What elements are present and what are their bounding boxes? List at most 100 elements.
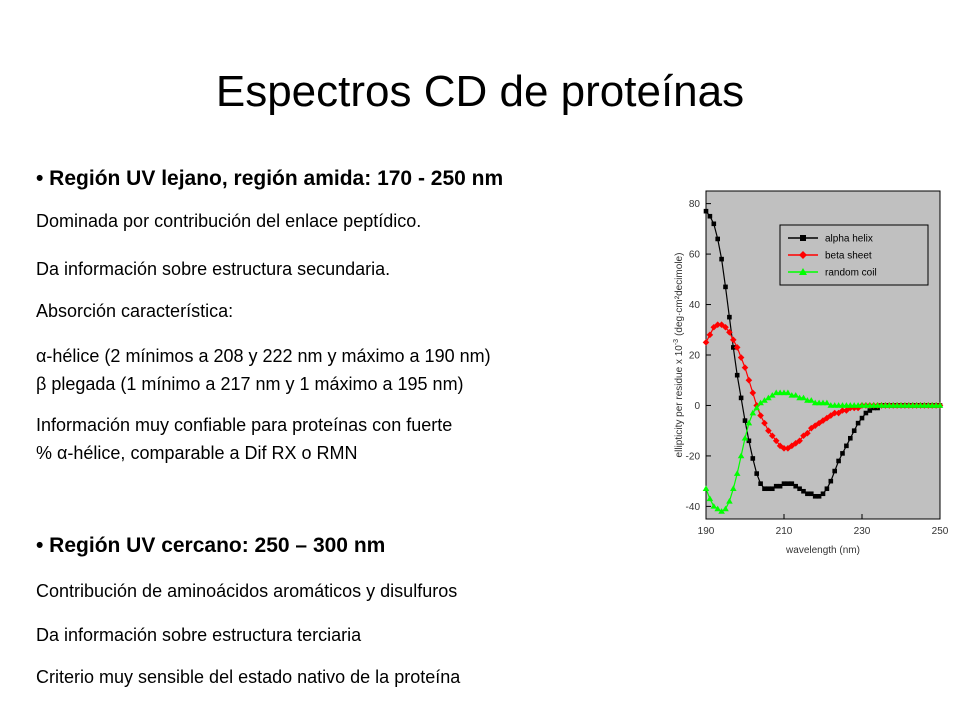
y-tick-label: 80	[689, 199, 701, 210]
text-line: Criterio muy sensible del estado nativo …	[36, 667, 461, 687]
data-point	[772, 437, 780, 445]
data-point	[731, 345, 736, 350]
text-line: β plegada (1 mínimo a 217 nm y 1 máximo …	[36, 374, 464, 394]
data-point	[832, 468, 837, 474]
data-point	[719, 256, 724, 262]
data-point	[777, 483, 783, 489]
data-point	[730, 336, 737, 344]
data-point	[753, 404, 760, 411]
data-point	[733, 470, 741, 476]
data-point	[797, 486, 802, 492]
section-heading-near-uv: • Región UV cercano: 250 – 300 nm	[36, 534, 386, 557]
data-point	[831, 409, 838, 417]
data-point	[761, 397, 768, 403]
data-point	[776, 442, 784, 450]
data-point	[733, 344, 741, 351]
data-point	[789, 481, 795, 486]
data-point	[734, 372, 740, 378]
data-point	[737, 452, 745, 459]
data-point	[750, 456, 756, 461]
data-point	[785, 481, 791, 486]
data-point	[765, 427, 772, 434]
data-point	[836, 458, 841, 464]
data-point	[824, 486, 830, 492]
legend-swatch-marker	[800, 235, 806, 241]
data-point	[711, 221, 717, 227]
data-point	[793, 483, 798, 489]
data-point	[758, 481, 763, 486]
legend: alpha helix beta sheet random coil	[779, 224, 929, 286]
data-point	[757, 412, 764, 419]
data-point	[714, 321, 721, 329]
data-point	[707, 213, 713, 219]
data-point	[800, 394, 807, 401]
text-line: Contribución de aminoácidos aromáticos y…	[36, 581, 458, 601]
data-point	[718, 508, 725, 514]
series-random-coil	[702, 389, 944, 514]
data-point	[844, 443, 849, 449]
y-tick-label: 20	[689, 351, 701, 362]
data-point	[812, 493, 818, 499]
data-point	[745, 376, 753, 384]
slide-title: Espectros CD de proteínas	[215, 67, 745, 116]
data-point	[811, 422, 819, 429]
data-point	[820, 491, 826, 497]
data-point	[726, 498, 733, 504]
text-line: Da información sobre estructura secundar…	[36, 259, 391, 279]
data-point	[706, 495, 714, 502]
data-point	[746, 438, 752, 444]
x-tick-label: 190	[698, 526, 715, 537]
data-point	[718, 321, 725, 329]
data-point	[936, 402, 944, 408]
data-point	[792, 440, 799, 447]
data-point	[769, 432, 776, 440]
data-point	[848, 435, 853, 441]
data-point	[805, 491, 810, 497]
x-tick-label: 210	[776, 526, 793, 537]
data-point	[796, 437, 803, 445]
data-point	[781, 481, 787, 486]
data-point	[727, 314, 732, 320]
text-line: % α-hélice, comparable a Dif RX o RMN	[36, 443, 358, 463]
data-point	[726, 328, 733, 336]
cd-spectra-chart: 190 210 230 250 -40 -20 0 20 40 60 80 alpha helix b…	[663, 185, 953, 560]
text-line: α-hélice (2 mínimos a 208 y 222 nm y máx…	[36, 346, 491, 366]
legend-swatch-marker	[799, 251, 807, 259]
text-line: Absorción característica:	[36, 301, 234, 321]
y-tick-label: 60	[689, 250, 701, 261]
legend-label: alpha helix	[825, 234, 873, 245]
data-point	[770, 486, 775, 492]
data-point	[792, 392, 799, 398]
data-point	[765, 394, 772, 401]
data-point	[741, 434, 749, 441]
data-point	[702, 339, 710, 346]
data-point	[722, 505, 729, 512]
data-point	[784, 445, 792, 452]
data-point	[737, 354, 745, 361]
data-point	[867, 408, 873, 413]
y-tick-label: -40	[686, 502, 701, 513]
text-line: Información muy confiable para proteínas…	[36, 415, 453, 435]
data-point	[766, 486, 771, 492]
data-point	[835, 409, 842, 417]
data-point	[762, 486, 767, 492]
data-point	[851, 428, 857, 433]
y-tick-label: 40	[689, 300, 701, 311]
data-point	[706, 331, 714, 339]
x-axis-label: wavelength (nm)	[785, 545, 860, 556]
data-point	[723, 284, 728, 290]
data-point	[863, 410, 869, 416]
data-point	[757, 399, 764, 406]
data-point	[804, 429, 811, 437]
y-tick-label: -20	[686, 451, 701, 462]
data-point	[823, 414, 831, 422]
data-point	[738, 395, 744, 401]
data-point	[808, 397, 815, 403]
data-point	[749, 409, 757, 416]
data-point	[823, 399, 831, 406]
data-point	[702, 485, 710, 492]
data-point	[745, 419, 753, 426]
data-point	[715, 236, 720, 242]
legend-label: beta sheet	[825, 251, 872, 262]
y-axis-label: ellipticity per residue x 10-3(deg·cm²de…	[673, 253, 685, 458]
